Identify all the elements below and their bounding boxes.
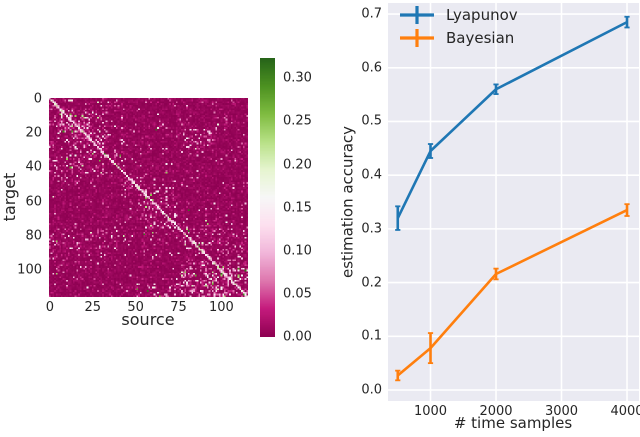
colorbar-tick: 0.30 xyxy=(283,70,312,86)
heatmap-ytick: 100 xyxy=(17,262,42,278)
heatmap-ytick: 0 xyxy=(33,91,42,107)
bayesian-line xyxy=(396,208,628,377)
legend-label-lyapunov: Lyapunov xyxy=(446,5,518,24)
heatmap-ytick: 40 xyxy=(25,159,42,175)
heatmap-ytick: 20 xyxy=(25,125,42,141)
legend-item-bayesian: Bayesian xyxy=(398,27,518,49)
colorbar-tick: 0.20 xyxy=(283,157,312,173)
heatmap-xtick: 25 xyxy=(84,300,102,315)
connectivity-heatmap xyxy=(49,98,248,297)
line-chart-xlabel: # time samples xyxy=(453,414,573,432)
line-chart-xtick: 2000 xyxy=(479,404,513,419)
colorbar-tick: 0.15 xyxy=(283,200,312,216)
colorbar-tick: 0.25 xyxy=(283,113,312,129)
line-chart-ytick: 0.2 xyxy=(361,275,382,291)
line-chart-ytick: 0.7 xyxy=(361,6,382,22)
colorbar-tick: 0.00 xyxy=(283,329,312,345)
line-chart-ytick: 0.0 xyxy=(361,382,382,398)
heatmap-ytick: 60 xyxy=(25,194,42,210)
line-chart-ytick: 0.4 xyxy=(361,167,382,183)
colorbar xyxy=(260,58,275,337)
line-chart-xtick: 1000 xyxy=(413,404,448,419)
heatmap-xtick: 0 xyxy=(45,300,54,315)
line-chart-ytick: 0.5 xyxy=(361,113,382,129)
colorbar-tick: 0.05 xyxy=(283,286,312,302)
lyapunov-line xyxy=(396,20,628,219)
heatmap-xtick: 50 xyxy=(127,300,144,315)
line-chart-xtick: 3000 xyxy=(544,404,579,419)
legend-item-lyapunov: Lyapunov xyxy=(398,4,518,26)
legend-label-bayesian: Bayesian xyxy=(446,28,515,47)
legend: Lyapunov Bayesian xyxy=(398,4,518,49)
line-chart-xtick: 4000 xyxy=(610,404,640,419)
lyapunov-errorbar-icon xyxy=(400,6,434,24)
bayesian-errorbar-icon xyxy=(400,29,434,47)
line-chart-ytick: 0.6 xyxy=(361,60,382,76)
plot-background xyxy=(388,3,639,401)
heatmap-xtick: 100 xyxy=(208,300,234,315)
heatmap-xlabel: source xyxy=(121,310,175,329)
colorbar-tick: 0.10 xyxy=(283,243,312,259)
line-chart-ytick: 0.3 xyxy=(361,221,382,237)
heatmap-ytick: 80 xyxy=(25,228,42,244)
line-chart-ytick: 0.1 xyxy=(361,328,382,344)
heatmap-xtick: 75 xyxy=(170,300,187,315)
line-chart-ylabel: estimation accuracy xyxy=(338,125,357,279)
